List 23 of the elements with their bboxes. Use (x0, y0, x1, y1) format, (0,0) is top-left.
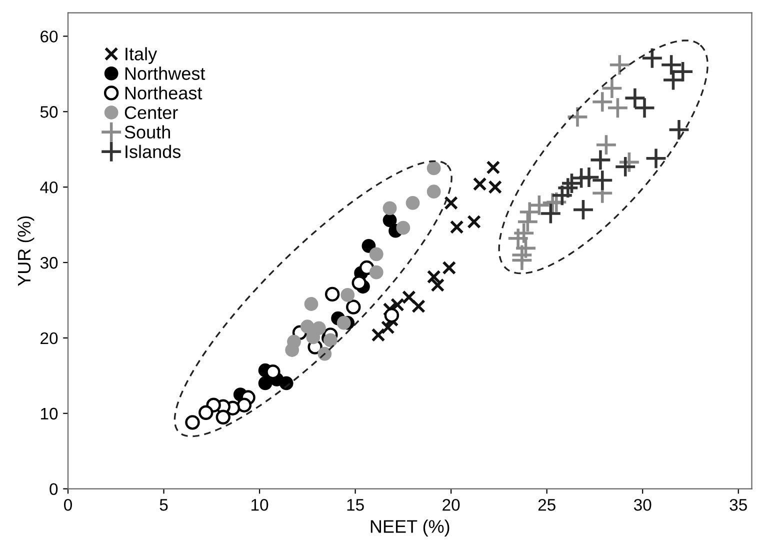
legend-label: Islands (126, 144, 181, 158)
y-tick-label: 10 (41, 408, 58, 420)
x-tick-label: 35 (730, 498, 747, 511)
y-tick-label: 50 (40, 106, 58, 118)
y-tick-label: 30 (40, 256, 58, 269)
legend-label: South (124, 125, 170, 139)
x-tick-label: 10 (252, 498, 268, 511)
legend-label: Northwest (125, 66, 206, 80)
y-tick-label: 60 (40, 30, 58, 42)
y-tick-label: 0 (50, 483, 58, 496)
x-tick-label: 25 (538, 498, 556, 511)
x-tick-label: 0 (64, 498, 72, 511)
y-tick-label: 20 (40, 332, 58, 344)
x-tick-label: 30 (634, 498, 652, 511)
legend-label: Center (124, 106, 178, 120)
legend-label: Northeast (125, 86, 202, 100)
x-axis-title: NEET (%) (370, 520, 450, 536)
y-tick-label: 40 (40, 181, 58, 194)
legend-label: Italy (126, 47, 158, 64)
x-tick-label: 15 (347, 499, 364, 511)
y-axis-title: YUR (%) (17, 216, 34, 286)
x-tick-label: 5 (160, 499, 168, 511)
x-tick-label: 20 (442, 498, 460, 511)
